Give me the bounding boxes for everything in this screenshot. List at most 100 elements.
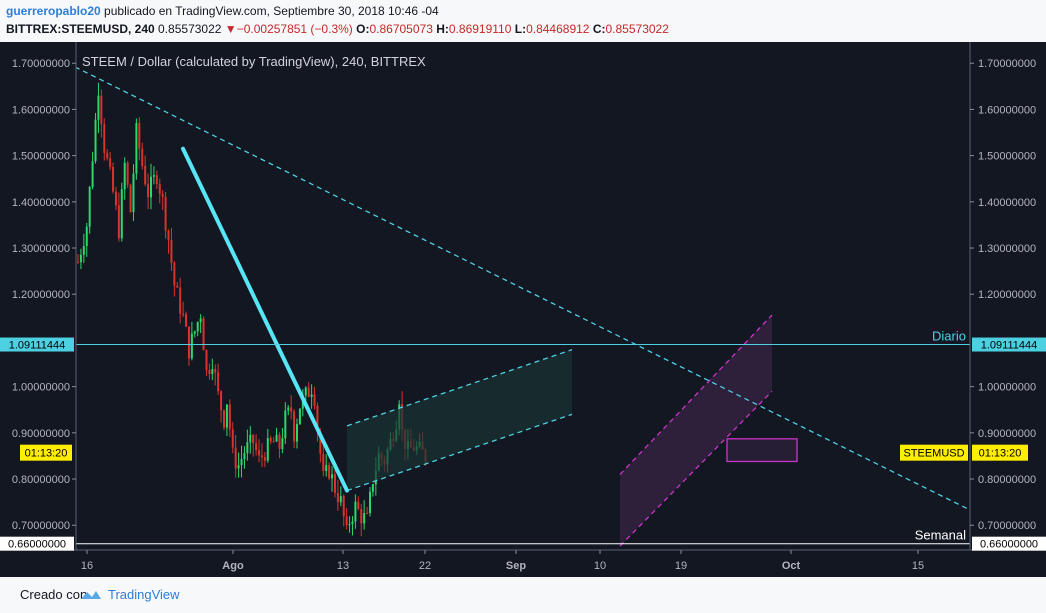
- august-rising-channel-lower-line: [346, 413, 573, 492]
- candle-body: [246, 442, 249, 454]
- candle-body: [205, 350, 208, 371]
- candle-body: [348, 524, 351, 526]
- price-tag-left-text: 1.09111444: [9, 340, 65, 352]
- candle-body: [185, 313, 188, 327]
- ytick-right-label: 0.90000000: [978, 428, 1036, 440]
- candle-body: [167, 230, 170, 241]
- ytick-left-label: 1.00000000: [12, 382, 70, 394]
- countdown-text-right: 01:13:20: [979, 448, 1022, 460]
- down-arrow-icon: ▼: [224, 22, 237, 36]
- xtick-label: Sep: [506, 560, 526, 572]
- candle-body: [147, 184, 150, 198]
- august-rising-channel-fill: [347, 349, 572, 491]
- candle-body: [112, 167, 115, 192]
- publish-info: guerreropablo20 publicado en TradingView…: [6, 4, 439, 18]
- high-label: H:: [436, 22, 449, 36]
- close-value: 0.85573022: [605, 22, 669, 36]
- low-value: 0.84468912: [526, 22, 590, 36]
- tradingview-brand[interactable]: TradingView: [108, 587, 180, 602]
- tradingview-logo-icon: [81, 591, 101, 599]
- created-with-text: Creado con: [20, 587, 88, 602]
- xtick-label: 10: [594, 560, 606, 572]
- candle-body: [258, 450, 261, 456]
- xtick-label: Ago: [222, 560, 244, 572]
- candle-body: [328, 465, 331, 479]
- candle-body: [269, 438, 272, 442]
- candle-body: [150, 176, 152, 198]
- candle-body: [77, 261, 79, 263]
- countdown-tag-right: [972, 444, 1028, 461]
- candle-body: [208, 370, 211, 374]
- right-price-axis[interactable]: [970, 42, 1046, 550]
- september-rising-channel-lower-line: [619, 390, 773, 547]
- candle-body: [234, 447, 237, 469]
- candle-body: [360, 509, 363, 524]
- consolidation-rectangle: [726, 438, 798, 463]
- candle-body: [284, 410, 287, 439]
- hline-semanal-label: Semanal: [915, 528, 966, 543]
- last-price: 0.85573022: [158, 22, 222, 36]
- close-label: C:: [592, 22, 606, 36]
- drawings[interactable]: [0, 66, 1046, 547]
- candle-body: [187, 326, 190, 359]
- candle-body: [106, 152, 109, 159]
- xtick-label: 19: [675, 560, 687, 572]
- candle-body: [322, 453, 325, 471]
- candle-body: [158, 184, 161, 194]
- price-chart[interactable]: 1.70000000 1.70000000 1.60000000 1.60000000…: [0, 42, 1046, 577]
- open-label: O:: [356, 22, 370, 36]
- candle-body: [357, 501, 360, 510]
- candle-body: [333, 474, 336, 493]
- candle-body: [79, 254, 82, 263]
- high-value: 0.86919110: [448, 22, 512, 36]
- xtick-label: 16: [81, 560, 93, 572]
- symbol-tag-text: STEEMUSD: [903, 448, 964, 460]
- candle-body: [141, 148, 144, 166]
- ytick-left-label: 0.70000000: [12, 520, 70, 532]
- candle-body: [369, 491, 371, 514]
- candle-body: [173, 262, 176, 286]
- candle-body: [296, 424, 298, 442]
- candle-body: [144, 165, 147, 185]
- left-price-axis[interactable]: [0, 42, 76, 550]
- candle-body: [325, 465, 328, 471]
- decline-trendline: [181, 146, 349, 493]
- candle-body: [100, 95, 103, 125]
- candle-body: [223, 410, 225, 428]
- xtick-label: Oct: [782, 560, 801, 572]
- ytick-right-label: 1.50000000: [978, 151, 1036, 163]
- candle-body: [287, 407, 290, 411]
- countdown-tag-left: [20, 444, 72, 461]
- ytick-right-label: 1.20000000: [978, 289, 1036, 301]
- candle-body: [179, 287, 182, 314]
- price-tag-right-1: [972, 536, 1046, 551]
- candle-body: [182, 313, 185, 315]
- candle-body: [94, 119, 97, 162]
- candle-body: [126, 162, 129, 185]
- candle-body: [120, 189, 123, 239]
- price-tag-left-text: 0.66000000: [8, 539, 66, 551]
- candle-body: [339, 496, 342, 503]
- candle-body: [278, 434, 281, 449]
- ytick-left-label: 1.40000000: [12, 197, 70, 209]
- candle-body: [366, 513, 369, 515]
- ytick-right-label: 1.00000000: [978, 382, 1036, 394]
- september-rising-channel-upper-line: [619, 314, 773, 475]
- ytick-right-label: 1.70000000: [978, 58, 1036, 70]
- candle-body: [228, 404, 231, 430]
- candle-body: [290, 407, 293, 412]
- ohlc-line: BITTREX:STEEMUSD, 240 0.85573022 ▼−0.002…: [6, 22, 669, 36]
- candle-body: [161, 193, 164, 197]
- september-rising-channel-fill: [620, 315, 772, 546]
- ytick-right-label: 1.60000000: [978, 104, 1036, 116]
- candle-body: [307, 387, 310, 397]
- candle-body: [304, 387, 307, 396]
- candle-body: [237, 465, 240, 469]
- candle-body: [231, 429, 234, 448]
- ytick-right-label: 0.70000000: [978, 520, 1036, 532]
- hline-diario-label: Diario: [932, 329, 966, 344]
- author-name[interactable]: guerreropablo20: [6, 4, 101, 18]
- symbol-tag: [900, 444, 968, 461]
- descending-resistance: [74, 66, 971, 511]
- candle-body: [336, 492, 339, 503]
